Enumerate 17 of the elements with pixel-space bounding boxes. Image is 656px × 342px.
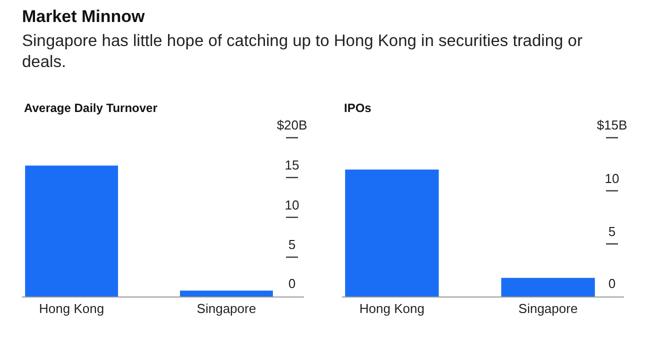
- x-tick-label: Hong Kong: [39, 301, 104, 316]
- chart-title: Average Daily Turnover: [24, 101, 158, 115]
- x-tick-label: Hong Kong: [359, 301, 424, 316]
- text: Singapore has little hope of catching up to Hong Kong in securities trading or deals.: [22, 32, 583, 71]
- text: Market Minnow: [22, 7, 146, 26]
- y-tick-label: $20B: [276, 118, 308, 133]
- y-tick-label: 0: [288, 276, 296, 291]
- y-tick-label: 10: [284, 197, 300, 212]
- x-tick-label: Singapore: [518, 301, 578, 316]
- y-tick-label: $15B: [596, 118, 628, 133]
- x-tick-label: Singapore: [196, 301, 256, 316]
- y-tick-label: 0: [608, 276, 616, 291]
- y-tick-label: 5: [608, 224, 616, 239]
- y-tick-label: 15: [284, 158, 300, 173]
- y-tick-label: 10: [604, 170, 620, 186]
- chart-title: IPOs: [344, 101, 372, 115]
- y-tick-label: 5: [288, 237, 296, 252]
